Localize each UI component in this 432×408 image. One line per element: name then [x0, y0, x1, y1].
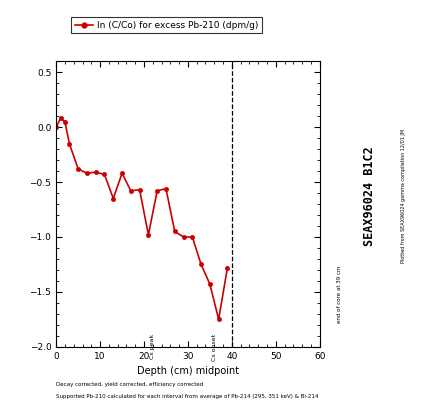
Legend: ln (C/Co) for excess Pb-210 (dpm/g): ln (C/Co) for excess Pb-210 (dpm/g) [71, 17, 262, 33]
Text: Cs peak: Cs peak [150, 334, 155, 359]
Text: end of core at 39 cm: end of core at 39 cm [337, 265, 342, 322]
Text: Plotted from SEAX96024 gamma compilation 12/01 JM: Plotted from SEAX96024 gamma compilation… [401, 129, 407, 263]
Text: Cs onset: Cs onset [212, 334, 217, 361]
X-axis label: Depth (cm) midpoint: Depth (cm) midpoint [137, 366, 239, 376]
Text: SEAX96024 B1C2: SEAX96024 B1C2 [363, 146, 376, 246]
Text: Decay corrected, yield corrected, efficiency corrected: Decay corrected, yield corrected, effici… [56, 381, 203, 386]
Text: Supported Pb-210 calculated for each interval from average of Pb-214 (295, 351 k: Supported Pb-210 calculated for each int… [56, 394, 318, 399]
